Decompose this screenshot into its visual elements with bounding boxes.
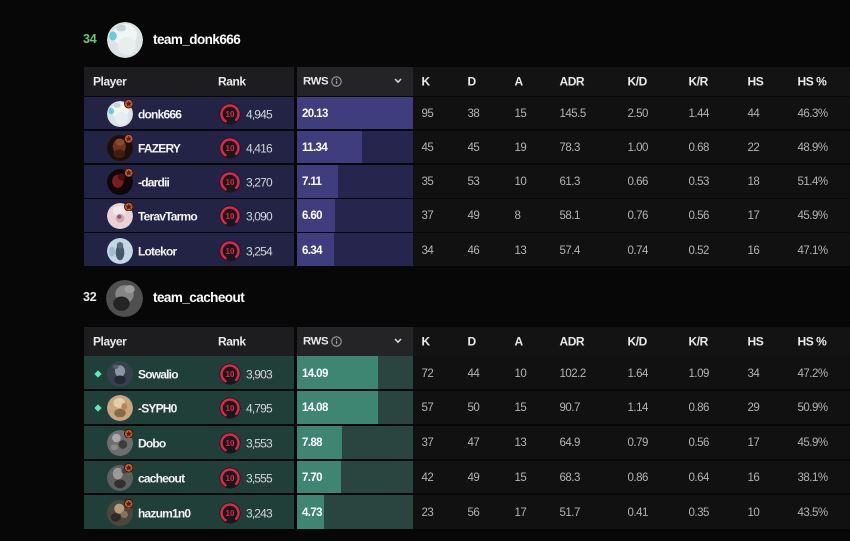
svg-text:10: 10 xyxy=(226,474,235,483)
svg-text:10: 10 xyxy=(226,247,235,256)
svg-text:10: 10 xyxy=(226,439,235,448)
svg-text:10: 10 xyxy=(226,178,235,187)
svg-text:10: 10 xyxy=(226,110,235,119)
svg-text:10: 10 xyxy=(226,144,235,153)
svg-text:10: 10 xyxy=(226,509,235,518)
svg-text:10: 10 xyxy=(226,212,235,221)
svg-text:10: 10 xyxy=(226,370,235,379)
svg-text:10: 10 xyxy=(226,404,235,413)
